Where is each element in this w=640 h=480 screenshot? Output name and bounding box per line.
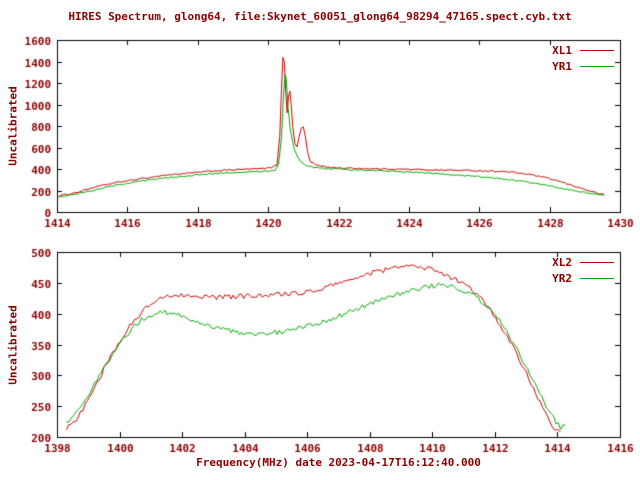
legend-line-xl1 [580, 50, 614, 51]
legend-entry-xl1: XL1 [552, 44, 614, 57]
legend-label-xl2: XL2 [552, 256, 572, 269]
legend-line-yr1 [580, 66, 614, 67]
legend-top: XL1 YR1 [552, 44, 614, 73]
legend-line-xl2 [580, 262, 614, 263]
y-axis-label-top: Uncalibrated [6, 86, 20, 166]
legend-entry-yr1: YR1 [552, 60, 614, 73]
chart-title: HIRES Spectrum, glong64, file:Skynet_600… [68, 10, 572, 23]
legend-bottom: XL2 YR2 [552, 256, 614, 285]
legend-label-xl1: XL1 [552, 44, 572, 57]
legend-label-yr1: YR1 [552, 60, 572, 73]
x-axis-label: Frequency(MHz) date 2023-04-17T16:12:40.… [196, 456, 481, 469]
legend-line-yr2 [580, 278, 614, 279]
legend-label-yr2: YR2 [552, 272, 572, 285]
legend-entry-xl2: XL2 [552, 256, 614, 269]
legend-entry-yr2: YR2 [552, 272, 614, 285]
y-axis-label-bottom: Uncalibrated [6, 305, 20, 385]
